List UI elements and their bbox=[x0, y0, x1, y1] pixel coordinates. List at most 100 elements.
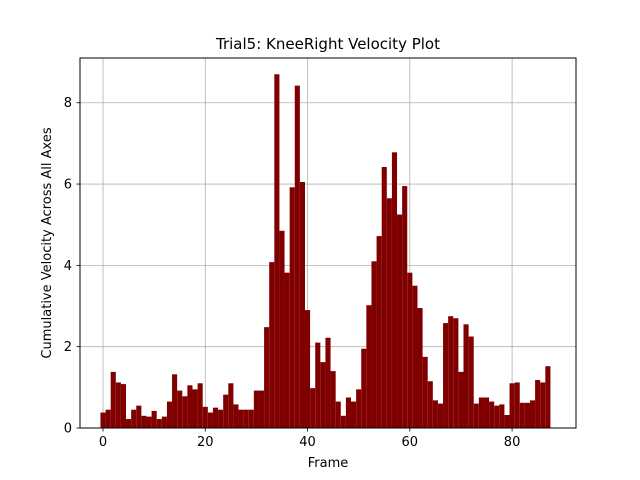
bar bbox=[494, 405, 500, 428]
bar bbox=[274, 74, 280, 428]
bar bbox=[361, 348, 367, 428]
bar bbox=[540, 382, 546, 428]
bar bbox=[269, 262, 275, 428]
bar bbox=[407, 272, 413, 428]
bar bbox=[264, 327, 270, 428]
bar bbox=[120, 384, 127, 428]
bar bbox=[197, 383, 203, 428]
bar bbox=[115, 382, 121, 428]
bar bbox=[448, 316, 454, 428]
x-tick-label: 60 bbox=[402, 435, 419, 450]
x-tick-label: 80 bbox=[504, 435, 521, 450]
y-tick-label: 4 bbox=[64, 259, 72, 274]
bar bbox=[141, 415, 147, 428]
bar bbox=[376, 236, 382, 428]
bar bbox=[417, 308, 423, 428]
bar bbox=[391, 152, 398, 429]
bar bbox=[151, 410, 157, 428]
bar bbox=[412, 285, 418, 428]
chart-title: Trial5: KneeRight Velocity Plot bbox=[215, 35, 440, 53]
bar bbox=[299, 182, 305, 428]
bar bbox=[463, 324, 469, 428]
bar bbox=[136, 405, 142, 428]
bar bbox=[504, 414, 510, 428]
bar bbox=[325, 337, 331, 428]
bar bbox=[243, 409, 249, 428]
bar bbox=[166, 401, 173, 428]
bar bbox=[202, 406, 208, 428]
bar bbox=[330, 371, 336, 428]
bar bbox=[437, 403, 444, 428]
bar bbox=[351, 401, 357, 428]
bar bbox=[192, 389, 198, 428]
bar bbox=[187, 385, 193, 428]
bar bbox=[371, 261, 377, 428]
bar bbox=[453, 318, 459, 428]
axis-ticks: 0 20 40 60 80 0 2 4 6 8 bbox=[64, 96, 521, 450]
bar bbox=[279, 230, 285, 428]
bar bbox=[258, 390, 265, 428]
bar bbox=[207, 412, 213, 428]
bar bbox=[432, 400, 438, 428]
bar bbox=[397, 214, 403, 428]
bar bbox=[284, 272, 290, 428]
bar bbox=[253, 390, 259, 428]
bar bbox=[458, 371, 464, 428]
bar bbox=[443, 323, 449, 428]
bar bbox=[238, 409, 244, 428]
bar bbox=[228, 383, 234, 428]
bar bbox=[131, 409, 137, 428]
bar bbox=[294, 85, 300, 429]
bar bbox=[524, 402, 530, 428]
bar bbox=[519, 402, 525, 428]
bar bbox=[427, 381, 433, 428]
bar bbox=[483, 397, 490, 428]
bar bbox=[340, 415, 346, 428]
bar bbox=[335, 401, 341, 428]
bar bbox=[161, 416, 167, 428]
bar bbox=[289, 187, 295, 428]
bar bbox=[320, 362, 326, 428]
bar bbox=[473, 403, 479, 428]
bar bbox=[478, 397, 484, 428]
bar bbox=[233, 404, 239, 428]
bar bbox=[212, 407, 219, 428]
x-tick-label: 0 bbox=[99, 435, 107, 450]
bar bbox=[126, 419, 132, 428]
bar bbox=[514, 382, 520, 428]
bar bbox=[105, 409, 111, 428]
bar bbox=[422, 356, 428, 428]
bar bbox=[248, 409, 254, 428]
bar bbox=[345, 397, 352, 428]
bar bbox=[489, 401, 495, 428]
bar bbox=[468, 336, 474, 428]
y-tick-label: 0 bbox=[64, 422, 72, 437]
y-axis-title: Cumulative Velocity Across All Axes bbox=[40, 127, 55, 358]
bar bbox=[356, 389, 362, 428]
bar bbox=[499, 404, 505, 428]
bar bbox=[386, 198, 392, 428]
bar bbox=[315, 342, 321, 428]
bar bbox=[529, 400, 536, 428]
bar bbox=[509, 383, 515, 428]
bar bbox=[172, 374, 178, 428]
y-tick-label: 8 bbox=[64, 96, 72, 111]
bar bbox=[545, 366, 551, 428]
bar bbox=[110, 371, 116, 428]
bar bbox=[182, 396, 188, 428]
bar bbox=[218, 409, 224, 428]
y-tick-label: 2 bbox=[64, 340, 72, 355]
plot-frame bbox=[79, 57, 577, 429]
bar bbox=[100, 412, 106, 428]
bar bbox=[402, 186, 408, 428]
bar bbox=[146, 416, 152, 428]
x-tick-label: 40 bbox=[299, 435, 316, 450]
y-tick-label: 6 bbox=[64, 178, 72, 193]
bar bbox=[156, 419, 162, 428]
bar bbox=[381, 166, 387, 428]
bar bbox=[310, 388, 316, 428]
x-tick-label: 20 bbox=[197, 435, 214, 450]
bar bbox=[223, 394, 229, 428]
x-axis-title: Frame bbox=[308, 456, 349, 471]
